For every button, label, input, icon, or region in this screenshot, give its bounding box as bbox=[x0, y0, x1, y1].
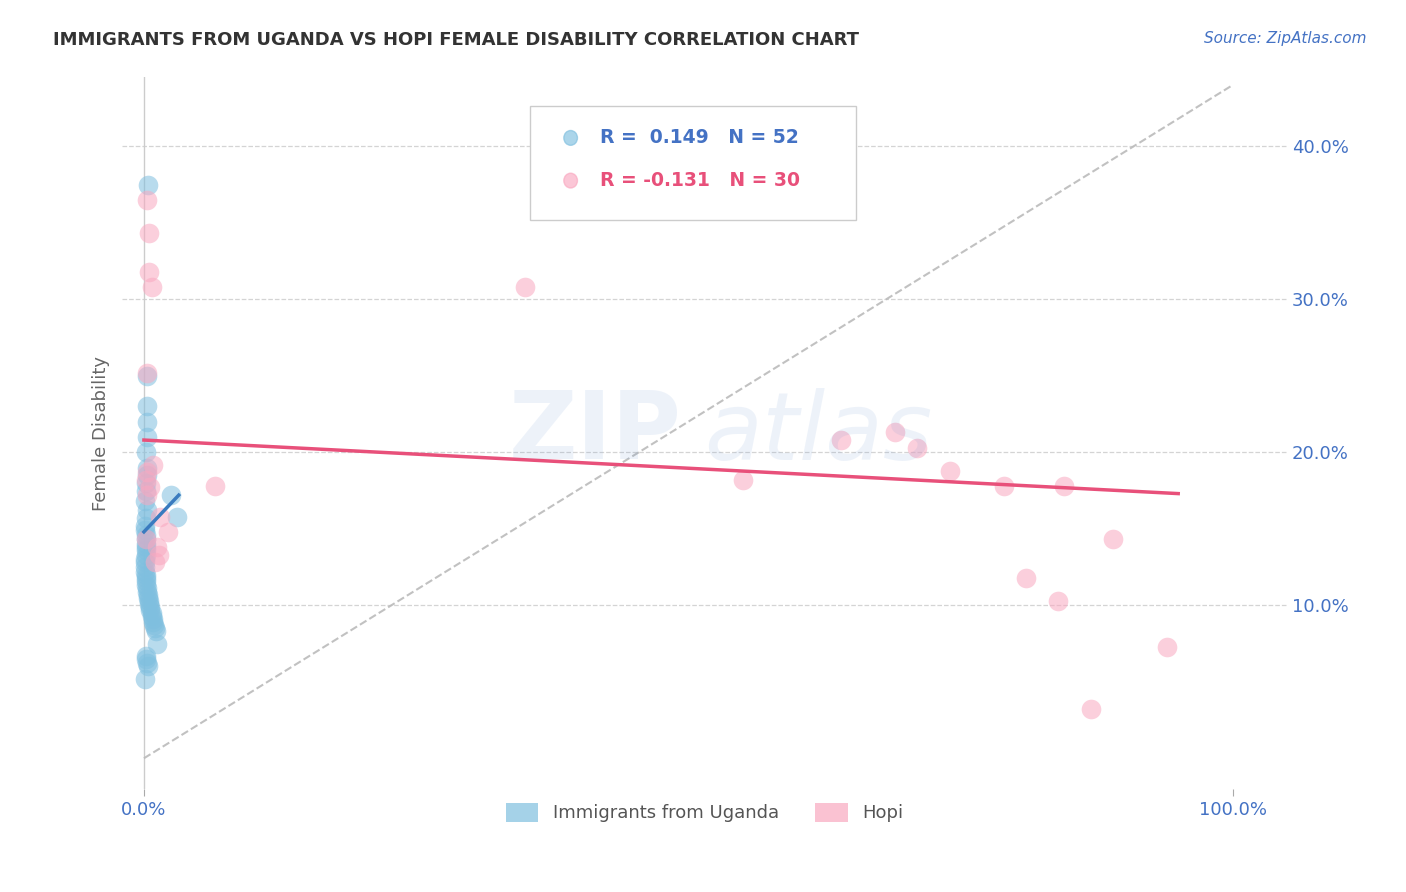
Point bbox=[136, 400, 159, 414]
Point bbox=[135, 574, 157, 588]
Point bbox=[938, 464, 960, 478]
Point bbox=[884, 425, 907, 440]
Text: R = -0.131   N = 30: R = -0.131 N = 30 bbox=[600, 171, 800, 190]
Text: R =  0.149   N = 52: R = 0.149 N = 52 bbox=[600, 128, 799, 147]
Text: IMMIGRANTS FROM UGANDA VS HOPI FEMALE DISABILITY CORRELATION CHART: IMMIGRANTS FROM UGANDA VS HOPI FEMALE DI… bbox=[53, 31, 859, 49]
Point bbox=[143, 556, 166, 570]
Point bbox=[141, 606, 163, 620]
Point bbox=[135, 533, 157, 547]
Point bbox=[135, 567, 157, 582]
Point bbox=[1080, 702, 1102, 716]
Legend: Immigrants from Uganda, Hopi: Immigrants from Uganda, Hopi bbox=[499, 796, 911, 830]
Point bbox=[1047, 593, 1070, 607]
Point bbox=[146, 540, 169, 554]
Point bbox=[134, 518, 156, 533]
Point bbox=[136, 591, 159, 605]
Point bbox=[136, 460, 159, 475]
Point bbox=[138, 227, 160, 241]
Point bbox=[134, 524, 156, 538]
Text: atlas: atlas bbox=[704, 388, 932, 479]
Point bbox=[135, 648, 157, 663]
Point bbox=[135, 578, 157, 592]
Point bbox=[138, 597, 160, 611]
Point bbox=[136, 465, 159, 479]
Point bbox=[143, 621, 166, 635]
Point bbox=[204, 479, 226, 493]
Point bbox=[146, 636, 169, 650]
Point bbox=[135, 528, 157, 542]
Point bbox=[135, 652, 157, 666]
Point bbox=[134, 556, 156, 570]
Point bbox=[139, 603, 162, 617]
Point bbox=[830, 433, 852, 447]
Point bbox=[139, 481, 162, 495]
Point bbox=[136, 588, 159, 602]
Point bbox=[136, 503, 159, 517]
Point bbox=[136, 178, 159, 192]
Point bbox=[135, 540, 157, 554]
Point bbox=[141, 280, 163, 294]
Point bbox=[136, 584, 159, 599]
Point bbox=[136, 366, 159, 380]
Point bbox=[141, 609, 163, 624]
Point bbox=[142, 618, 165, 632]
Point bbox=[136, 430, 159, 444]
Point bbox=[136, 368, 159, 383]
Point bbox=[134, 565, 156, 579]
Point bbox=[136, 193, 159, 207]
Point bbox=[135, 571, 157, 585]
FancyBboxPatch shape bbox=[530, 106, 856, 219]
Point bbox=[136, 659, 159, 673]
Point bbox=[142, 615, 165, 629]
Point bbox=[142, 612, 165, 626]
Point bbox=[136, 582, 159, 596]
Point bbox=[1102, 533, 1125, 547]
Point bbox=[149, 509, 172, 524]
Point bbox=[135, 483, 157, 498]
Y-axis label: Female Disability: Female Disability bbox=[93, 356, 110, 510]
Text: Source: ZipAtlas.com: Source: ZipAtlas.com bbox=[1204, 31, 1367, 46]
Point bbox=[148, 548, 170, 562]
Ellipse shape bbox=[564, 173, 578, 188]
Point bbox=[134, 552, 156, 566]
Point bbox=[138, 265, 160, 279]
Point bbox=[134, 494, 156, 508]
Point bbox=[142, 458, 165, 472]
Point bbox=[139, 599, 162, 614]
Text: ZIP: ZIP bbox=[509, 387, 682, 479]
Point bbox=[135, 511, 157, 525]
Point bbox=[135, 533, 157, 547]
Point bbox=[160, 488, 183, 502]
Point bbox=[145, 624, 167, 639]
Point bbox=[135, 548, 157, 562]
Point bbox=[135, 445, 157, 459]
Point bbox=[731, 473, 754, 487]
Point bbox=[136, 415, 159, 429]
Point bbox=[513, 280, 536, 294]
Point bbox=[993, 479, 1015, 493]
Point bbox=[135, 475, 157, 490]
Point bbox=[1053, 479, 1076, 493]
Ellipse shape bbox=[564, 130, 578, 145]
Point bbox=[135, 537, 157, 551]
Point bbox=[136, 488, 159, 502]
Point bbox=[905, 441, 928, 455]
Point bbox=[135, 473, 157, 487]
Point bbox=[166, 509, 188, 524]
Point bbox=[1015, 571, 1038, 585]
Point bbox=[1156, 640, 1178, 654]
Point bbox=[136, 657, 159, 671]
Point bbox=[138, 593, 160, 607]
Point bbox=[156, 524, 179, 539]
Point bbox=[136, 468, 159, 483]
Point bbox=[134, 672, 156, 686]
Point bbox=[134, 560, 156, 574]
Point bbox=[135, 543, 157, 558]
